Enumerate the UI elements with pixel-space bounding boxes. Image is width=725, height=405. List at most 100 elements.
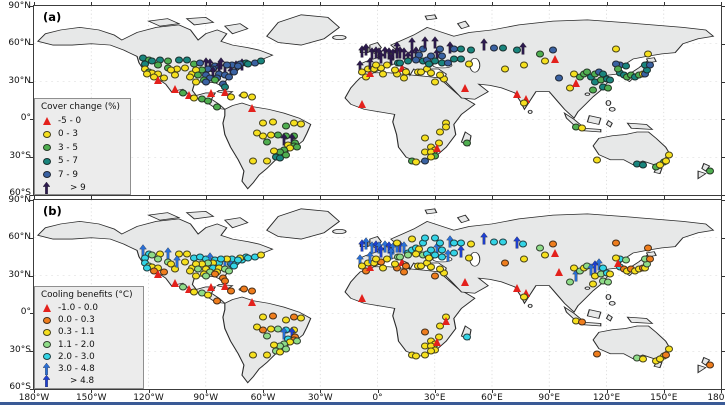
data-point <box>501 259 510 267</box>
data-point <box>566 84 575 92</box>
axis-tick <box>91 390 93 393</box>
data-point <box>398 257 407 266</box>
data-point <box>541 251 550 259</box>
data-point <box>139 244 147 257</box>
data-point <box>379 264 388 272</box>
legend-item: 7 - 9 <box>40 168 125 182</box>
data-point <box>213 103 222 111</box>
data-point <box>392 239 401 247</box>
data-point <box>421 36 429 49</box>
axis-tick <box>205 2 207 5</box>
data-point <box>463 333 472 341</box>
data-point <box>224 267 233 275</box>
data-point <box>362 43 370 56</box>
data-point <box>606 76 615 84</box>
data-point <box>280 133 288 146</box>
data-point <box>142 70 151 78</box>
axis-tick <box>320 196 322 199</box>
y-axis-label: 90°N <box>8 195 31 205</box>
data-point <box>665 345 674 353</box>
data-point <box>457 239 466 247</box>
data-point <box>289 313 298 321</box>
axis-tick <box>148 390 150 393</box>
data-point <box>201 272 210 280</box>
data-point <box>247 104 256 113</box>
axis-tick <box>722 351 725 353</box>
legend-marker-triangle <box>40 304 53 313</box>
data-point <box>358 294 367 303</box>
data-point <box>571 78 580 87</box>
data-point <box>436 128 445 136</box>
data-point <box>207 88 216 97</box>
data-point <box>550 248 559 257</box>
data-point <box>375 241 383 254</box>
data-point <box>383 61 392 69</box>
data-point <box>276 154 285 162</box>
data-point <box>379 70 388 78</box>
data-point <box>604 278 613 286</box>
data-point <box>180 64 189 72</box>
data-point <box>426 263 435 271</box>
data-point <box>262 332 271 340</box>
axis-tick <box>320 390 322 393</box>
data-point <box>362 237 370 250</box>
data-point <box>421 234 430 242</box>
data-point <box>519 42 527 55</box>
axis-tick <box>148 2 150 5</box>
data-point <box>239 91 248 99</box>
data-point <box>167 66 176 74</box>
data-point <box>592 350 601 358</box>
data-point <box>400 241 408 254</box>
data-point <box>171 279 180 288</box>
legend-marker-arrow <box>40 363 53 376</box>
axis-tick <box>721 2 722 5</box>
data-point <box>274 325 283 333</box>
legend-item: 1.1 - 2.0 <box>40 339 138 351</box>
data-point <box>550 54 559 63</box>
axis-tick <box>30 81 33 83</box>
data-point <box>461 83 470 92</box>
x-axis-label: 180°W <box>18 393 50 403</box>
data-point <box>226 93 235 101</box>
data-point <box>192 78 201 86</box>
legend-marker-circle <box>40 157 53 165</box>
data-point <box>220 281 229 290</box>
data-point <box>520 61 529 69</box>
legend-item-label: 5 - 7 <box>58 156 78 167</box>
data-point <box>154 270 163 279</box>
data-point <box>499 44 508 52</box>
data-point <box>184 91 193 100</box>
x-axis-label: 120°E <box>592 393 621 403</box>
legend-marker-circle <box>40 341 53 349</box>
data-point <box>154 76 163 85</box>
data-point <box>171 85 180 94</box>
window-edge-strip <box>0 402 725 405</box>
data-point <box>408 37 416 50</box>
legend-item-label: 0 - 3 <box>58 129 78 140</box>
legend-item: 5 - 7 <box>40 155 125 169</box>
data-point <box>535 244 544 252</box>
x-axis-label: 0° <box>372 393 383 403</box>
data-point <box>234 256 243 264</box>
data-point <box>436 71 445 79</box>
data-point <box>293 143 302 151</box>
data-point <box>154 255 163 263</box>
axis-tick <box>722 195 725 196</box>
axis-tick <box>722 6 725 7</box>
y-axis-label: 60°N <box>8 231 31 242</box>
data-point <box>171 265 180 273</box>
data-point <box>390 66 399 74</box>
data-point <box>661 157 670 165</box>
data-point <box>262 157 271 165</box>
data-point <box>142 264 151 272</box>
data-point <box>148 57 157 65</box>
axis-tick <box>205 390 207 393</box>
data-point <box>387 247 395 260</box>
legend-item: 0 - 3 <box>40 128 125 142</box>
data-point <box>371 61 380 69</box>
data-point <box>592 156 601 164</box>
x-axis-label: 60°W <box>250 393 276 403</box>
axis-tick <box>30 237 33 239</box>
data-point <box>480 232 488 245</box>
data-point <box>638 161 647 169</box>
